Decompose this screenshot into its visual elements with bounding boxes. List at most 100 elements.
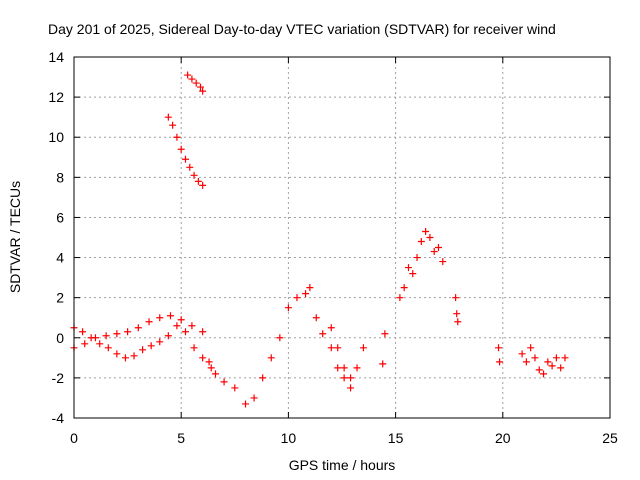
data-point-marker	[306, 284, 314, 292]
data-point-marker	[186, 163, 194, 171]
data-point-marker	[334, 344, 342, 352]
y-tick-label: 8	[56, 169, 64, 185]
x-tick-label: 5	[177, 430, 185, 446]
data-point-marker	[379, 360, 387, 368]
data-point-marker	[173, 322, 181, 330]
data-point-marker	[267, 354, 275, 362]
x-tick-label: 15	[388, 430, 404, 446]
data-point-marker	[400, 284, 408, 292]
y-tick-label: 12	[48, 89, 64, 105]
data-point-marker	[495, 344, 503, 352]
data-point-marker	[527, 344, 535, 352]
data-point-marker	[177, 145, 185, 153]
data-point-marker	[181, 328, 189, 336]
data-point-marker	[453, 310, 461, 318]
data-point-marker	[302, 290, 310, 298]
data-point-marker	[166, 312, 174, 320]
data-point-marker	[434, 244, 442, 252]
data-point-marker	[430, 248, 438, 256]
data-point-marker	[184, 71, 192, 79]
data-point-marker	[181, 155, 189, 163]
data-point-marker	[552, 354, 560, 362]
data-point-marker	[177, 316, 185, 324]
data-point-marker	[544, 358, 552, 366]
data-point-marker	[113, 350, 121, 358]
data-point-marker	[194, 177, 202, 185]
x-tick-label: 10	[281, 430, 297, 446]
data-point-marker	[156, 314, 164, 322]
data-point-marker	[293, 294, 301, 302]
data-point-marker	[259, 374, 267, 382]
data-point-marker	[199, 354, 207, 362]
data-point-marker	[454, 318, 462, 326]
y-tick-label: 10	[48, 129, 64, 145]
data-point-marker	[205, 358, 213, 366]
x-axis-ticks: 0 5 10 15 20 25	[70, 57, 618, 446]
data-point-marker	[422, 227, 430, 235]
data-point-marker	[496, 358, 504, 366]
y-tick-label: 14	[48, 49, 64, 65]
data-point-marker	[104, 344, 112, 352]
data-point-marker	[340, 374, 348, 382]
data-point-marker	[347, 384, 355, 392]
data-point-marker	[102, 332, 110, 340]
data-point-marker	[199, 181, 207, 189]
data-point-marker	[327, 324, 335, 332]
data-point-marker	[327, 344, 335, 352]
data-point-marker	[439, 258, 447, 266]
data-point-marker	[531, 354, 539, 362]
data-points	[70, 71, 569, 408]
data-point-marker	[334, 364, 342, 372]
y-tick-label: 4	[56, 250, 64, 266]
data-point-marker	[381, 330, 389, 338]
data-point-marker	[359, 344, 367, 352]
data-point-marker	[284, 304, 292, 312]
data-point-marker	[87, 334, 95, 342]
data-point-marker	[561, 354, 569, 362]
data-point-marker	[96, 340, 104, 348]
data-point-marker	[139, 346, 147, 354]
grid	[74, 57, 610, 418]
x-tick-label: 20	[495, 430, 511, 446]
data-point-marker	[540, 370, 548, 378]
data-point-marker	[130, 352, 138, 360]
data-point-marker	[207, 364, 215, 372]
data-point-marker	[134, 324, 142, 332]
data-point-marker	[535, 366, 543, 374]
data-point-marker	[522, 358, 530, 366]
data-point-marker	[190, 171, 198, 179]
y-axis-ticks: -4 -2 0 2 4 6 8 10 12 14	[48, 49, 610, 426]
data-point-marker	[196, 83, 204, 91]
data-point-marker	[452, 294, 460, 302]
y-axis-title: SDTVAR / TECUs	[7, 181, 23, 293]
data-point-marker	[192, 79, 200, 87]
data-point-marker	[113, 330, 121, 338]
data-point-marker	[340, 364, 348, 372]
data-point-marker	[396, 294, 404, 302]
data-point-marker	[518, 350, 526, 358]
y-tick-label: 6	[56, 209, 64, 225]
y-tick-label: -2	[52, 370, 65, 386]
data-point-marker	[276, 334, 284, 342]
plot-frame	[73, 56, 611, 419]
data-point-marker	[188, 322, 196, 330]
x-tick-label: 0	[70, 430, 78, 446]
data-point-marker	[188, 75, 196, 83]
data-point-marker	[426, 234, 434, 241]
data-point-marker	[548, 362, 556, 370]
data-point-marker	[190, 344, 198, 352]
data-point-marker	[164, 332, 172, 340]
y-tick-label: 0	[56, 330, 64, 346]
data-point-marker	[557, 364, 565, 372]
data-point-marker	[250, 394, 258, 402]
data-point-marker	[173, 133, 181, 141]
data-point-marker	[231, 384, 239, 392]
y-tick-label: -4	[52, 410, 65, 426]
data-point-marker	[409, 270, 417, 278]
data-point-marker	[147, 342, 155, 350]
x-axis-title: GPS time / hours	[289, 457, 396, 473]
data-point-marker	[145, 318, 153, 326]
data-point-marker	[121, 354, 129, 362]
y-tick-label: 2	[56, 290, 64, 306]
